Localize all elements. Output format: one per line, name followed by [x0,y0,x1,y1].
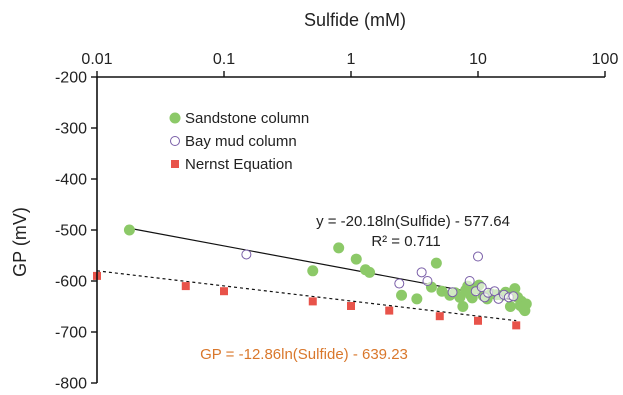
point-nernst [308,297,317,306]
point-sandstone [430,257,442,269]
point-sandstone [350,253,362,265]
legend-label-sandstone: Sandstone column [185,110,309,127]
trendline-equation-nernst: GP = -12.86ln(Sulfide) - 639.23 [200,346,408,363]
point-bay-mud [489,286,500,297]
point-sandstone [520,298,532,310]
trendlines [96,227,527,322]
point-sandstone [457,301,469,312]
point-bay-mud [422,276,433,286]
x-tick-label: 1 [347,51,356,68]
point-bay-mud [464,276,475,286]
point-bay-mud [508,291,519,302]
point-bay-mud [476,282,487,293]
legend-marker-nernst [171,160,179,168]
axes: 0.01 0.1 1 10 100 -200 -300 -400 -500 -600 -700 -8… [55,51,618,393]
y-tick-label: -300 [55,121,87,138]
x-tick-label: 10 [469,51,487,68]
point-bay-mud [416,267,427,278]
y-axis-ticks: -200 -300 -400 -500 -600 -700 -800 [55,70,97,393]
legend: Sandstone column Bay mud column Nernst E… [169,110,309,173]
legend-marker-bay-mud [170,136,180,146]
point-nernst [474,316,482,325]
legend-marker-sandstone [169,112,181,124]
legend-label-nernst: Nernst Equation [185,156,293,173]
y-tick-label: -200 [55,70,87,87]
legend-item-nernst: Nernst Equation [171,156,293,173]
point-nernst [220,287,228,296]
point-bay-mud [447,287,458,298]
x-tick-label: 0.01 [81,51,112,68]
trendline-sandstone [129,227,527,303]
x-axis-title: Sulfide (mM) [304,10,406,30]
point-sandstone [396,289,408,301]
point-nernst [385,306,394,315]
point-nernst [181,282,190,291]
point-sandstone [509,283,521,295]
point-bay-mud [394,278,405,289]
y-tick-label: -500 [55,223,87,240]
x-tick-label: 0.1 [213,51,235,68]
point-nernst [435,312,444,321]
point-nernst [347,301,355,310]
y-tick-label: -600 [55,274,87,291]
trendline-nernst [96,270,517,322]
data-points [93,224,532,330]
trendline-r2-sandstone: R² = 0.711 [371,233,440,250]
point-sandstone [307,265,319,277]
legend-label-bay-mud: Bay mud column [185,133,297,150]
trendline-equation-sandstone: y = -20.18ln(Sulfide) - 577.64 [316,213,510,230]
point-bay-mud [473,251,483,262]
y-axis-title: GP (mV) [10,207,30,277]
y-tick-label: -400 [55,172,87,189]
point-sandstone [364,266,376,278]
point-bay-mud [241,249,252,260]
point-sandstone [123,224,135,236]
point-sandstone [504,301,516,312]
legend-item-bay-mud: Bay mud column [170,133,297,150]
y-tick-label: -700 [55,325,87,342]
y-tick-label: -800 [55,376,87,393]
x-axis-ticks: 0.01 0.1 1 10 100 [81,51,618,77]
point-sandstone [333,242,345,254]
plot-area [93,224,532,330]
legend-item-sandstone: Sandstone column [169,110,309,127]
point-sandstone [411,293,423,305]
point-nernst [512,321,521,330]
x-tick-label: 100 [592,51,619,68]
